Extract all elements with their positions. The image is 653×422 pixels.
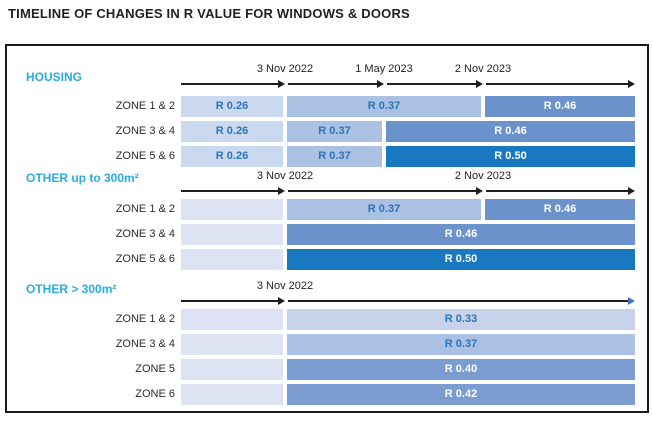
value-bar bbox=[181, 359, 283, 380]
zone-row-label: ZONE 3 & 4 bbox=[115, 228, 175, 240]
zone-row-label: ZONE 1 & 2 bbox=[115, 203, 175, 215]
value-bar: R 0.37 bbox=[287, 146, 382, 167]
timeline-line bbox=[486, 190, 629, 192]
zone-row-label: ZONE 5 & 6 bbox=[115, 253, 175, 265]
value-bar: R 0.50 bbox=[386, 146, 635, 167]
timeline-arrowhead-icon bbox=[377, 80, 384, 88]
value-bar: R 0.50 bbox=[287, 249, 635, 270]
timeline-arrowhead-icon bbox=[628, 297, 635, 305]
timeline-arrowhead-icon bbox=[278, 297, 285, 305]
value-bar bbox=[181, 249, 283, 270]
value-bar: R 0.37 bbox=[287, 96, 481, 117]
timeline-date-label: 3 Nov 2022 bbox=[256, 63, 314, 75]
value-bar bbox=[181, 384, 283, 405]
value-bar: R 0.37 bbox=[287, 334, 635, 355]
value-bar: R 0.37 bbox=[287, 199, 481, 220]
zone-row-label: ZONE 6 bbox=[135, 388, 175, 400]
value-bar: R 0.46 bbox=[287, 224, 635, 245]
value-bar: R 0.26 bbox=[181, 121, 283, 142]
timeline-line bbox=[288, 190, 477, 192]
value-bar bbox=[181, 334, 283, 355]
timeline-date-label: 1 May 2023 bbox=[355, 63, 413, 75]
value-bar: R 0.37 bbox=[287, 121, 382, 142]
zone-row-label: ZONE 3 & 4 bbox=[115, 338, 175, 350]
timeline-arrowhead-icon bbox=[628, 187, 635, 195]
value-bar: R 0.26 bbox=[181, 96, 283, 117]
timeline-line bbox=[288, 300, 629, 302]
zone-row-label: ZONE 5 bbox=[135, 363, 175, 375]
value-bar: R 0.26 bbox=[181, 146, 283, 167]
page-title: TIMELINE OF CHANGES IN R VALUE FOR WINDO… bbox=[8, 6, 410, 21]
timeline-line bbox=[181, 83, 279, 85]
timeline-line bbox=[181, 300, 279, 302]
timeline-date-label: 2 Nov 2023 bbox=[454, 170, 512, 182]
timeline-line bbox=[387, 83, 477, 85]
timeline-date-label: 3 Nov 2022 bbox=[256, 170, 314, 182]
value-bar bbox=[181, 309, 283, 330]
value-bar bbox=[181, 224, 283, 245]
value-bar: R 0.46 bbox=[386, 121, 635, 142]
timeline-arrowhead-icon bbox=[278, 80, 285, 88]
timeline-arrowhead-icon bbox=[476, 80, 483, 88]
value-bar: R 0.46 bbox=[485, 199, 635, 220]
value-bar: R 0.33 bbox=[287, 309, 635, 330]
section-label: HOUSING bbox=[26, 70, 83, 84]
section-label: OTHER > 300m² bbox=[26, 282, 117, 296]
timeline-line bbox=[181, 190, 279, 192]
value-bar: R 0.40 bbox=[287, 359, 635, 380]
zone-row-label: ZONE 1 & 2 bbox=[115, 313, 175, 325]
timeline-arrowhead-icon bbox=[476, 187, 483, 195]
timeline-date-label: 2 Nov 2023 bbox=[454, 63, 512, 75]
timeline-arrowhead-icon bbox=[278, 187, 285, 195]
value-bar: R 0.46 bbox=[485, 96, 635, 117]
timeline-line bbox=[486, 83, 629, 85]
zone-row-label: ZONE 1 & 2 bbox=[115, 100, 175, 112]
section-label: OTHER up to 300m² bbox=[26, 171, 139, 185]
timeline-arrowhead-icon bbox=[628, 80, 635, 88]
timeline-date-label: 3 Nov 2022 bbox=[256, 280, 314, 292]
zone-row-label: ZONE 5 & 6 bbox=[115, 150, 175, 162]
zone-row-label: ZONE 3 & 4 bbox=[115, 125, 175, 137]
value-bar: R 0.42 bbox=[287, 384, 635, 405]
value-bar bbox=[181, 199, 283, 220]
timeline-line bbox=[288, 83, 378, 85]
